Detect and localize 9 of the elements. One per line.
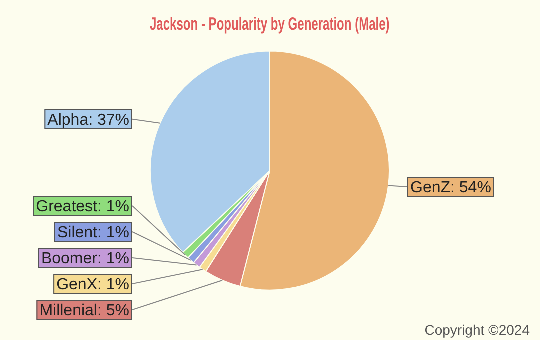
slice-label: Alpha: 37% xyxy=(48,112,130,129)
slice-label: Silent: 1% xyxy=(57,224,130,242)
text: Copyright ©2024 xyxy=(424,322,530,338)
slice-label: GenX: 1% xyxy=(56,276,130,294)
slice-label: GenZ: 54% xyxy=(410,179,492,196)
slice-label: Boomer: 1% xyxy=(41,250,130,268)
slice-label: Millenial: 5% xyxy=(40,302,130,320)
slice-label: Greatest: 1% xyxy=(36,198,130,216)
chart-title: Jackson - Popularity by Generation (Male) xyxy=(150,14,390,34)
